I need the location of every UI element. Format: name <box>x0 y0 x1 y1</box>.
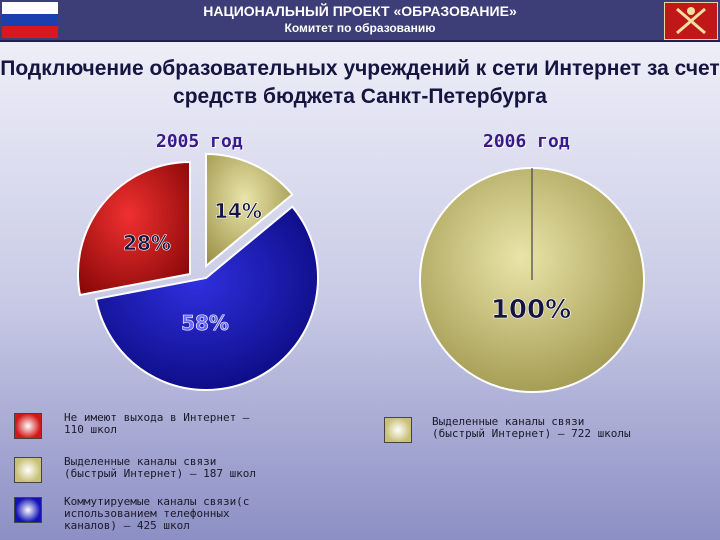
legend-left-text-no_access: Не имеют выхода в Интернет – 110 школ <box>64 411 250 436</box>
header-bar: НАЦИОНАЛЬНЫЙ ПРОЕКТ «ОБРАЗОВАНИЕ» Комите… <box>0 0 720 42</box>
header-subtitle: Комитет по образованию <box>284 21 436 35</box>
pie-2005-slice-no_access <box>77 160 191 297</box>
chart-2006-title: 2006 год <box>483 131 570 152</box>
legend-left-text-dedicated: Выделенные каналы связи (быстрый Интерне… <box>64 455 257 480</box>
city-emblem-icon <box>664 2 718 40</box>
chart-2005-title: 2005 год <box>156 131 243 152</box>
pie-2005-label-dedicated: 14% <box>214 199 262 223</box>
legend-left-swatch-no_access <box>14 413 42 439</box>
legend-right-swatch-dedicated <box>384 417 412 443</box>
page-title: Подключение образовательных учреждений к… <box>0 57 720 108</box>
legend-right-text-dedicated: Выделенные каналы связи (быстрый Интерне… <box>432 415 631 440</box>
pie-2005-label-no_access: 28% <box>123 231 171 255</box>
pie-2005-slice-switched <box>94 205 319 391</box>
legend-left-swatch-dedicated <box>14 457 42 483</box>
legend-left-swatch-switched <box>14 497 42 523</box>
pie-2005-slice-dedicated <box>205 152 294 269</box>
russian-flag-icon <box>2 2 58 38</box>
pie-2006-label-dedicated: 100% <box>491 295 571 325</box>
legend-left-text-switched: Коммутируемые каналы связи(с использован… <box>64 495 250 532</box>
pie-2005-label-switched: 58% <box>181 311 229 335</box>
header-title: НАЦИОНАЛЬНЫЙ ПРОЕКТ «ОБРАЗОВАНИЕ» <box>203 3 517 19</box>
